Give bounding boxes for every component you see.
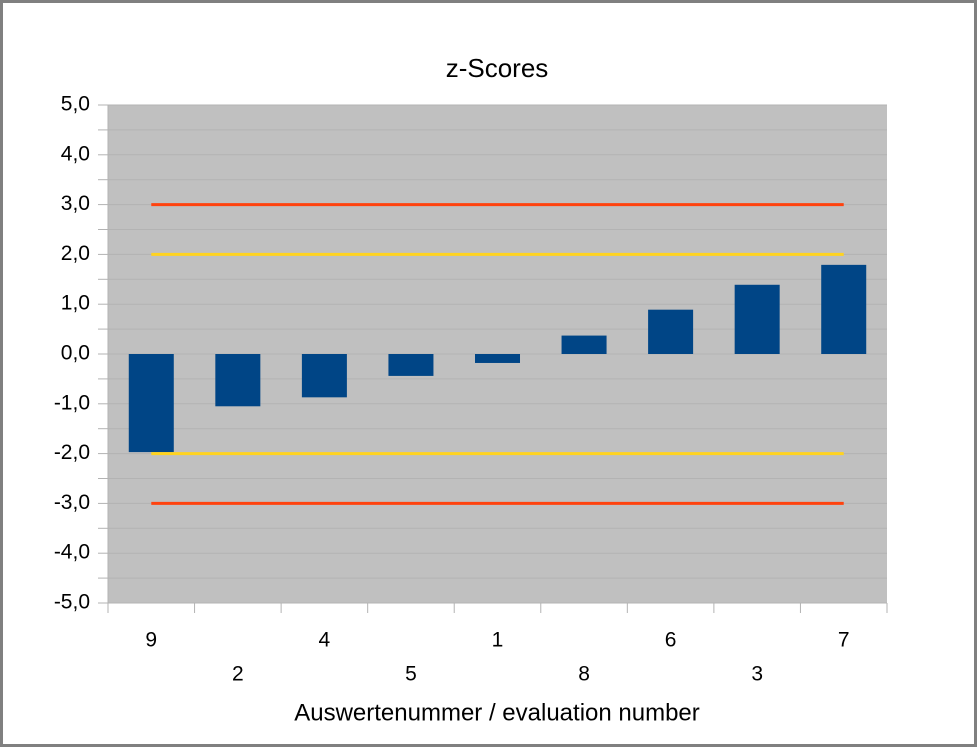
- x-tick-label: 1: [492, 629, 504, 652]
- y-tick-label: 3,0: [61, 192, 90, 215]
- x-tick-label: 4: [319, 629, 331, 652]
- x-tick-label: 3: [751, 663, 763, 686]
- chart-title: z-Scores: [446, 53, 549, 83]
- x-tick-label: 9: [145, 629, 157, 652]
- x-tick-label: 8: [578, 663, 590, 686]
- y-tick-label: 2,0: [61, 242, 90, 265]
- y-tick-label: 0,0: [61, 342, 90, 365]
- bar: [128, 354, 174, 453]
- x-tick-label: 2: [232, 663, 244, 686]
- x-axis-title: Auswertenummer / evaluation number: [294, 699, 700, 726]
- x-tick-label: 7: [838, 629, 850, 652]
- y-tick-label: -3,0: [54, 491, 90, 514]
- bar: [648, 309, 694, 354]
- bar: [474, 354, 521, 363]
- x-tick-label: 6: [665, 629, 677, 652]
- y-tick-label: 4,0: [61, 142, 90, 165]
- x-tick-label: 5: [405, 663, 417, 686]
- y-tick-label: 1,0: [61, 292, 90, 315]
- bar: [561, 335, 607, 354]
- y-tick-label: -2,0: [54, 441, 90, 464]
- y-tick-label: -5,0: [54, 591, 90, 614]
- y-tick-label: -4,0: [54, 541, 90, 564]
- y-tick-label: -1,0: [54, 391, 90, 414]
- bar: [388, 354, 434, 376]
- bar: [301, 354, 347, 398]
- bar: [215, 354, 261, 407]
- bar: [734, 284, 780, 354]
- y-tick-label: 5,0: [61, 93, 90, 116]
- bar: [821, 264, 867, 354]
